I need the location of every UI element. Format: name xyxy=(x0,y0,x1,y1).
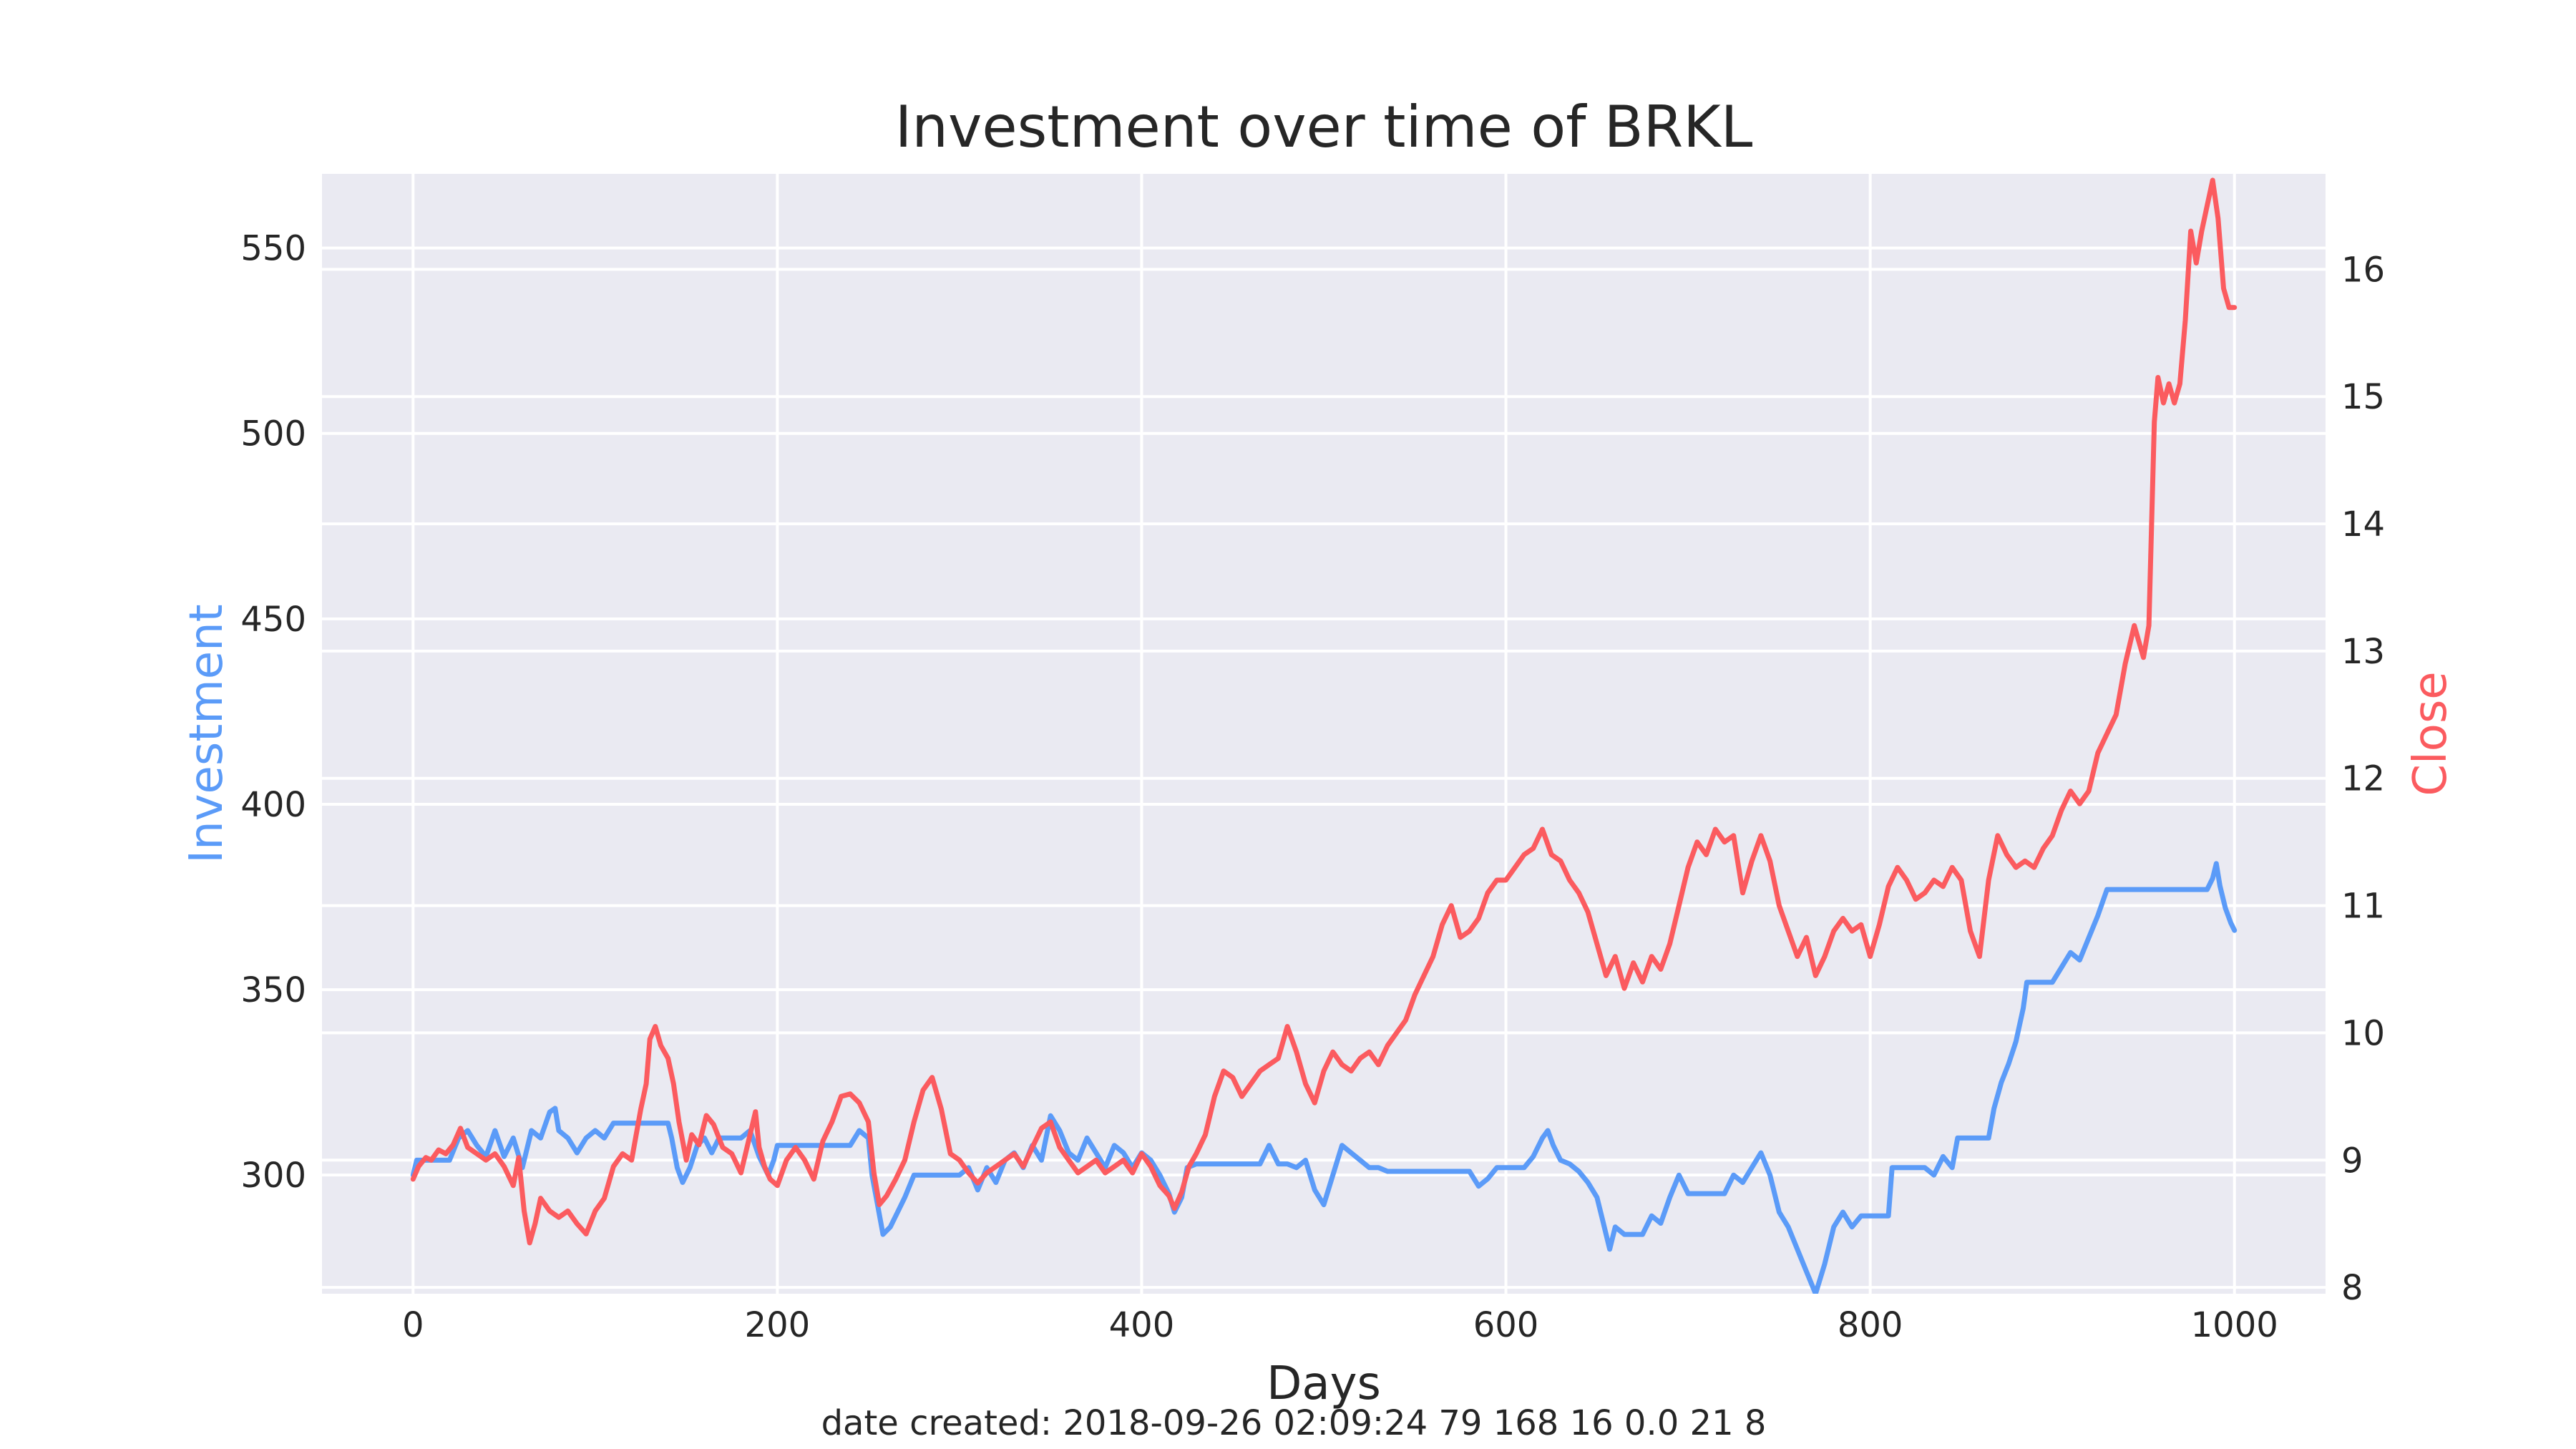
chart-title: Investment over time of BRKL xyxy=(895,94,1753,160)
x-tick-label: 600 xyxy=(1473,1305,1539,1345)
right-y-tick-label: 15 xyxy=(2341,377,2385,417)
right-y-axis-label: Close xyxy=(2404,671,2457,796)
right-y-tick-label: 8 xyxy=(2341,1268,2363,1308)
x-tick-label: 0 xyxy=(402,1305,424,1345)
x-axis: 0 200 400 600 800 1000 xyxy=(402,1305,2278,1345)
x-tick-label: 1000 xyxy=(2191,1305,2278,1345)
right-y-tick-label: 13 xyxy=(2341,632,2385,672)
left-y-tick-label: 550 xyxy=(240,229,306,269)
left-y-axis: 300 350 400 450 500 550 xyxy=(240,229,306,1196)
right-y-tick-label: 10 xyxy=(2341,1013,2385,1053)
series-line-investment xyxy=(410,861,2238,1294)
right-y-tick-label: 14 xyxy=(2341,504,2385,545)
gridlines xyxy=(322,174,2326,1294)
right-y-tick-label: 9 xyxy=(2341,1141,2363,1181)
right-y-axis: 8 9 10 11 12 13 14 15 16 xyxy=(2341,250,2385,1308)
left-y-tick-label: 300 xyxy=(240,1156,306,1196)
right-y-tick-label: 11 xyxy=(2341,887,2385,927)
series-lines xyxy=(410,177,2238,1294)
left-y-tick-label: 350 xyxy=(240,970,306,1010)
x-axis-label: Days xyxy=(1267,1357,1381,1410)
left-y-tick-label: 450 xyxy=(240,600,306,640)
plot-area xyxy=(322,174,2326,1294)
left-y-axis-label: Investment xyxy=(180,604,233,864)
series-line-close xyxy=(410,177,2238,1246)
left-y-tick-label: 400 xyxy=(240,785,306,825)
footer-caption: date created: 2018-09-26 02:09:24 79 168… xyxy=(821,1403,1767,1443)
left-y-tick-label: 500 xyxy=(240,414,306,454)
right-y-tick-label: 16 xyxy=(2341,250,2385,290)
x-tick-label: 200 xyxy=(745,1305,811,1345)
x-tick-label: 800 xyxy=(1838,1305,1903,1345)
right-y-tick-label: 12 xyxy=(2341,759,2385,799)
x-tick-label: 400 xyxy=(1109,1305,1175,1345)
